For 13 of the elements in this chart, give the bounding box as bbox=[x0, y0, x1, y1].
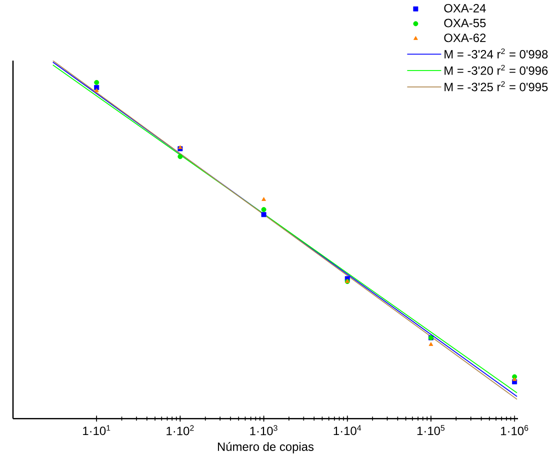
x-tick-label: 1·10$^{3}$ bbox=[250, 425, 278, 436]
x-tick-label: 1·10$^{6}$ bbox=[501, 425, 528, 436]
legend-label: M = -3'20 r$^{2}$ = 0'996 bbox=[444, 65, 548, 76]
legend-label: M = -3'25 r$^{2}$ = 0'995 bbox=[444, 81, 548, 92]
legend-label: OXA-55 bbox=[444, 18, 486, 28]
x-tick-label: 1·10$^{5}$ bbox=[417, 425, 445, 436]
legend-label: M = -3'24 r$^{2}$ = 0'998 bbox=[444, 48, 548, 59]
x-tick-label: 1·10$^{2}$ bbox=[166, 425, 194, 436]
x-tick-label: 1·10$^{4}$ bbox=[334, 425, 362, 436]
x-tick-label: 1·10$^{1}$ bbox=[83, 425, 110, 436]
legend-label: OXA-62 bbox=[444, 34, 486, 42]
legend-label: OXA-24 bbox=[444, 4, 486, 13]
x-axis-title: Número de copias bbox=[218, 442, 314, 454]
